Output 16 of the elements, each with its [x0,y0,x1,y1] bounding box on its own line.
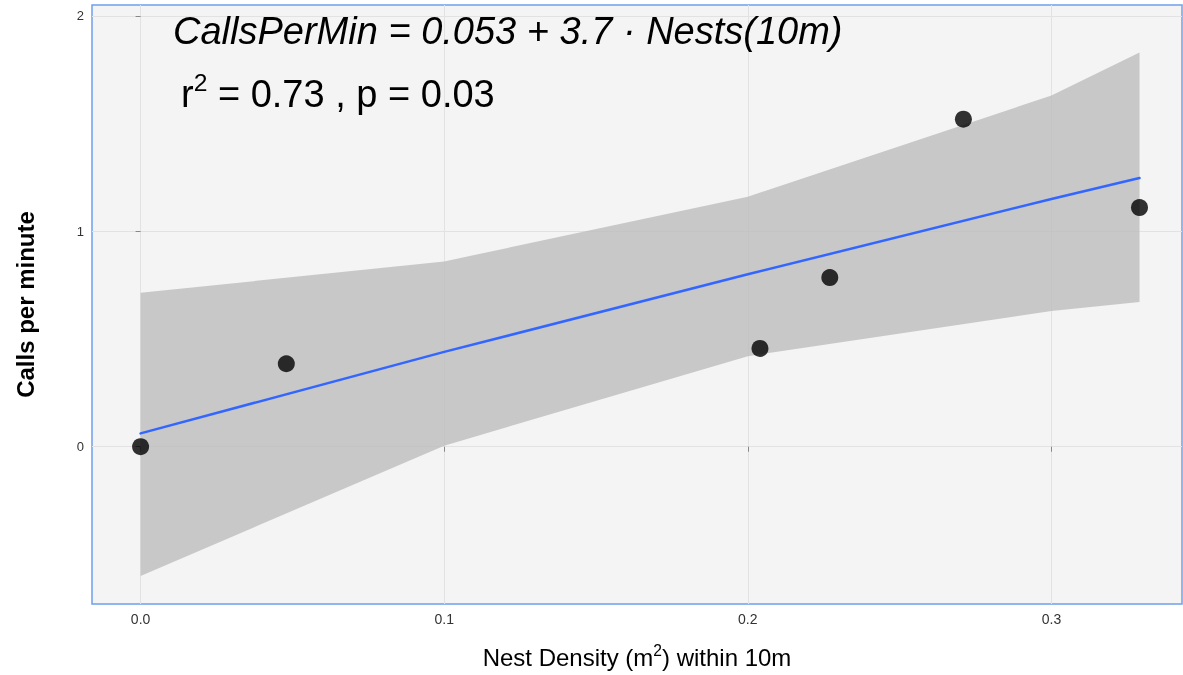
line-series [139,176,1141,435]
y-tick-label: 0 [76,439,84,455]
x-tick-label: 0.3 [1041,611,1062,627]
x-tick-label: 0.0 [130,611,151,627]
y-axis-title: Calls per minute [11,211,39,398]
point [132,438,150,456]
y-tick-label: 1 [76,223,84,239]
point [1131,199,1148,217]
annotation: CallsPerMin = 0.053 + 3.7 · Nests(10m) [173,10,843,52]
x-tick-label: 0.2 [738,611,758,627]
y-tick-label: 2 [76,8,84,24]
point [751,339,769,357]
point [954,110,972,128]
point [277,355,295,373]
x-tick-label: 0.1 [434,611,455,627]
point [821,269,839,287]
